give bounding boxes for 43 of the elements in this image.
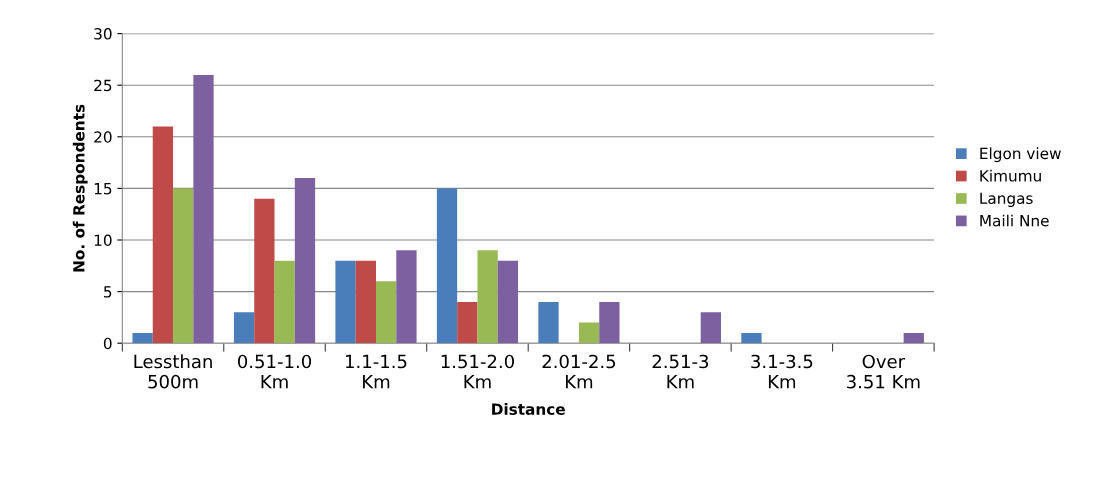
x-tick-label: 1.1-1.5 Km [346,354,407,389]
x-tick-label: 2.51-3 Km [652,354,709,389]
x-tick-label: 3.1-3.5 Km [751,354,813,389]
bar [254,198,275,344]
bar [457,301,478,344]
bar [173,188,194,344]
x-tick-label: 1.51-2.0 Km [441,354,514,389]
x-axis-title: Distance [492,403,565,415]
bar [436,188,458,344]
bar [375,281,397,344]
bar [294,178,316,344]
y-tick-label: 10 [94,234,112,247]
x-tick-label: 2.01-2.5 Km [542,354,616,389]
bar [152,126,174,344]
bar [700,312,721,344]
x-tick-label: 0.51-1.0 Km [238,354,312,389]
legend-label: Langas [980,192,1033,208]
y-tick-label: 20 [94,131,112,143]
legend-label: Maili Nne [980,214,1049,227]
bar [233,312,255,344]
x-tick-label: Lessthan 500m [134,354,212,389]
x-tick-label: Over 3.51 Km [847,354,920,389]
bar [274,260,295,344]
y-tick-label: 15 [94,183,112,195]
bar [741,332,762,344]
bar [396,250,417,344]
bar [335,260,356,344]
bar [355,260,376,344]
bar [903,332,924,344]
y-tick-label: 25 [94,79,112,92]
legend-label: Kimumu [980,169,1041,182]
bar [578,322,600,344]
legend-label: Elgon view [980,147,1061,163]
y-tick-label: 5 [104,286,112,298]
bar [477,250,498,344]
y-axis-title: No. of Respondents [72,104,88,272]
bar [132,332,153,344]
bar [538,301,559,344]
y-tick-label: 30 [94,28,112,40]
bar [497,260,519,344]
bar [599,301,620,344]
bar [193,74,214,344]
y-tick-label: 0 [103,337,112,350]
